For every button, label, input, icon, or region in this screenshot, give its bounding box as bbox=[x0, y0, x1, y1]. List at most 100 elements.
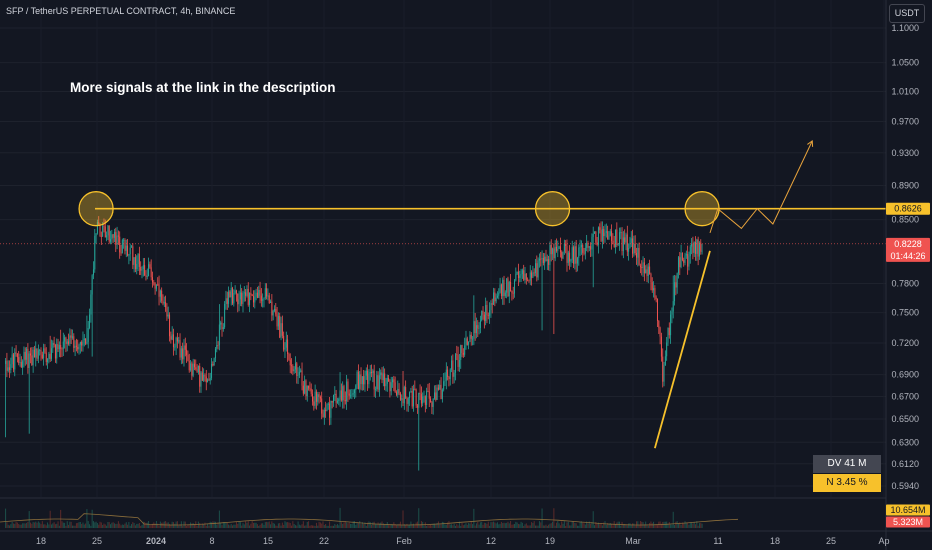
candle-body bbox=[10, 364, 12, 371]
volume-bar bbox=[68, 524, 70, 528]
price-tick-label: 0.6500 bbox=[891, 414, 919, 424]
candle-body bbox=[381, 372, 383, 380]
candle-body bbox=[232, 287, 234, 304]
candle-body bbox=[214, 348, 216, 359]
volume-bar bbox=[53, 522, 55, 528]
candle-body bbox=[406, 397, 408, 404]
candle-body bbox=[204, 374, 206, 377]
candle-body bbox=[461, 345, 463, 353]
candle-body bbox=[179, 340, 181, 358]
candle-body bbox=[197, 366, 199, 373]
candle-body bbox=[14, 352, 16, 370]
volume-bar bbox=[478, 524, 480, 528]
volume-bar bbox=[30, 522, 32, 528]
candle-body bbox=[57, 344, 59, 350]
volume-bar bbox=[553, 508, 555, 528]
volume-bar bbox=[672, 511, 674, 528]
candle-body bbox=[580, 245, 582, 247]
trend-line bbox=[653, 250, 711, 449]
volume-bar bbox=[218, 510, 220, 528]
candle-body bbox=[457, 355, 459, 367]
volume-tag-1-bg bbox=[886, 504, 930, 516]
candle-body bbox=[175, 337, 177, 347]
candle-body bbox=[601, 229, 603, 242]
candle-body bbox=[234, 290, 236, 293]
volume-bar bbox=[78, 522, 80, 528]
volume-bar bbox=[149, 525, 151, 528]
candle-body bbox=[336, 400, 338, 403]
candle-body bbox=[502, 279, 504, 297]
candle-body bbox=[367, 370, 369, 385]
volume-bar bbox=[671, 524, 673, 528]
volume-bar bbox=[353, 521, 355, 528]
volume-bar bbox=[590, 523, 592, 528]
volume-bar bbox=[403, 524, 405, 528]
volume-bar bbox=[170, 524, 172, 528]
candle-body bbox=[260, 295, 262, 301]
candle-body bbox=[188, 360, 190, 371]
volume-bar bbox=[216, 524, 218, 528]
candle-body bbox=[698, 242, 700, 257]
candle-body bbox=[576, 257, 578, 264]
volume-pane bbox=[0, 507, 739, 528]
candle-body bbox=[537, 260, 539, 278]
annotation-circle bbox=[684, 191, 720, 227]
volume-bar bbox=[197, 521, 199, 528]
volume-bar bbox=[695, 524, 697, 528]
candle-body bbox=[410, 391, 412, 393]
candle-body bbox=[144, 265, 146, 276]
candle-body bbox=[222, 327, 224, 330]
candle-body bbox=[165, 302, 167, 308]
candle-body bbox=[482, 310, 484, 315]
volume-bar bbox=[293, 524, 295, 528]
candle-body bbox=[99, 224, 101, 236]
volume-bar bbox=[693, 521, 695, 528]
candle-body bbox=[166, 307, 168, 317]
candle-body bbox=[628, 247, 630, 252]
volume-bar bbox=[90, 525, 92, 528]
candle-body bbox=[192, 363, 194, 376]
candle-body bbox=[386, 377, 388, 384]
volume-bar bbox=[238, 521, 240, 528]
volume-bar bbox=[89, 524, 91, 528]
candle-body bbox=[26, 348, 28, 360]
volume-bar bbox=[579, 522, 581, 528]
volume-bar bbox=[536, 525, 538, 528]
candle-body bbox=[32, 349, 34, 366]
volume-bar bbox=[79, 522, 81, 528]
volume-bar bbox=[363, 524, 365, 528]
candle-body bbox=[612, 240, 614, 244]
volume-bar bbox=[414, 525, 416, 528]
volume-bar bbox=[70, 521, 72, 528]
candle-body bbox=[540, 258, 542, 260]
candle-body bbox=[478, 328, 480, 329]
volume-bar bbox=[663, 521, 665, 528]
volume-bar bbox=[607, 523, 609, 528]
volume-bar bbox=[634, 525, 636, 528]
candle-body bbox=[186, 349, 188, 355]
candle-body bbox=[78, 344, 80, 350]
candle-body bbox=[22, 361, 24, 368]
volume-bar bbox=[386, 522, 388, 528]
candle-body bbox=[517, 271, 519, 278]
volume-bar bbox=[541, 508, 543, 528]
price-tick-label: 0.6120 bbox=[891, 459, 919, 469]
currency-button[interactable]: USDT bbox=[889, 4, 925, 23]
volume-bar bbox=[44, 524, 46, 528]
volume-bar bbox=[603, 522, 605, 528]
volume-bar bbox=[365, 525, 367, 528]
candle-body bbox=[226, 298, 228, 304]
volume-bar bbox=[517, 523, 519, 528]
candle-body bbox=[521, 270, 523, 275]
candle-body bbox=[638, 247, 640, 266]
volume-bar bbox=[427, 525, 429, 528]
candle-body bbox=[587, 242, 589, 248]
candle-body bbox=[183, 345, 185, 360]
candle-body bbox=[259, 289, 261, 296]
volume-bar bbox=[281, 522, 283, 528]
volume-bar bbox=[66, 521, 68, 528]
candle-body bbox=[54, 345, 56, 359]
volume-bar bbox=[418, 508, 420, 528]
candle-body bbox=[613, 243, 615, 248]
